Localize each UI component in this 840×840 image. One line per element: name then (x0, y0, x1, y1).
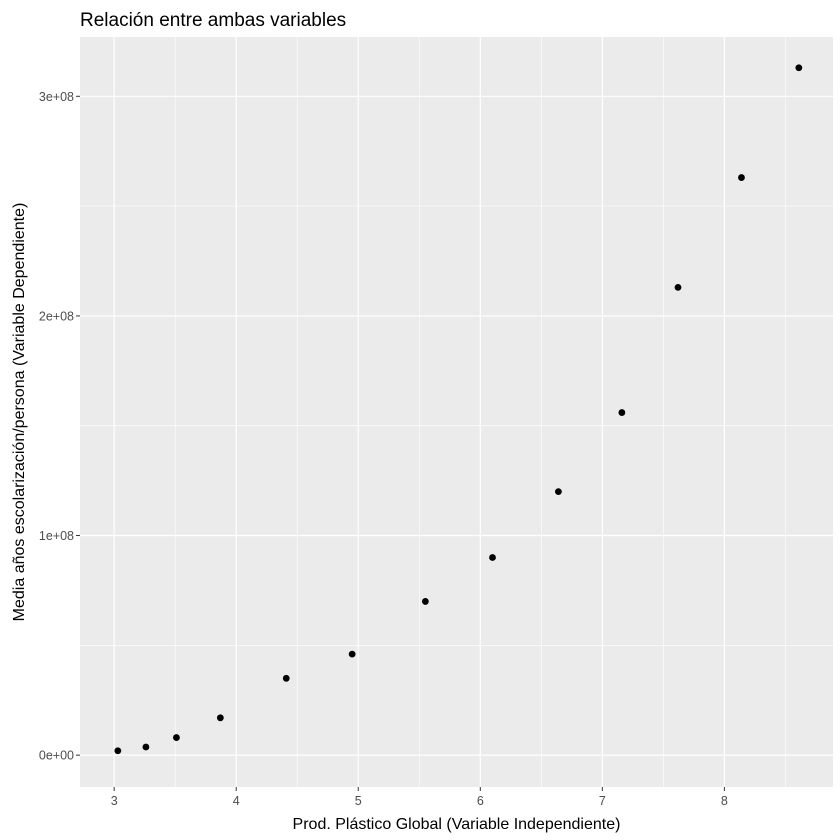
data-point (282, 674, 290, 682)
x-tick-label: 7 (599, 794, 606, 808)
data-point (489, 554, 496, 561)
y-tick-label: 2e+08 (39, 309, 74, 323)
data-point (674, 283, 682, 291)
data-points (114, 64, 803, 755)
x-tick-label: 4 (233, 794, 240, 808)
y-tick-label: 3e+08 (39, 90, 74, 104)
x-tick-label: 6 (477, 794, 484, 808)
data-point (795, 64, 803, 72)
data-point (142, 743, 150, 751)
x-tick-label: 3 (111, 794, 118, 808)
y-tick-label: 0e+00 (39, 749, 74, 763)
plot-panel (80, 37, 833, 787)
data-point (216, 714, 224, 722)
y-axis-title: Media años escolarización/persona (Varia… (11, 203, 28, 622)
y-axis-ticks: 0e+00 1e+08 2e+08 3e+08 (39, 90, 80, 763)
data-point (114, 747, 122, 755)
data-point (618, 409, 626, 416)
data-point (173, 734, 180, 741)
data-point (348, 650, 356, 658)
data-point (738, 174, 745, 181)
chart-title: Relación entre ambas variables (80, 10, 346, 31)
grid-lines (80, 37, 833, 787)
x-tick-label: 5 (355, 794, 362, 808)
data-point (421, 598, 429, 605)
x-axis-ticks: 3 4 5 6 7 8 (111, 787, 728, 808)
x-tick-label: 8 (721, 794, 728, 808)
data-point (555, 488, 562, 496)
y-tick-label: 1e+08 (39, 529, 74, 543)
x-axis-title: Prod. Plástico Global (Variable Independ… (293, 816, 621, 833)
